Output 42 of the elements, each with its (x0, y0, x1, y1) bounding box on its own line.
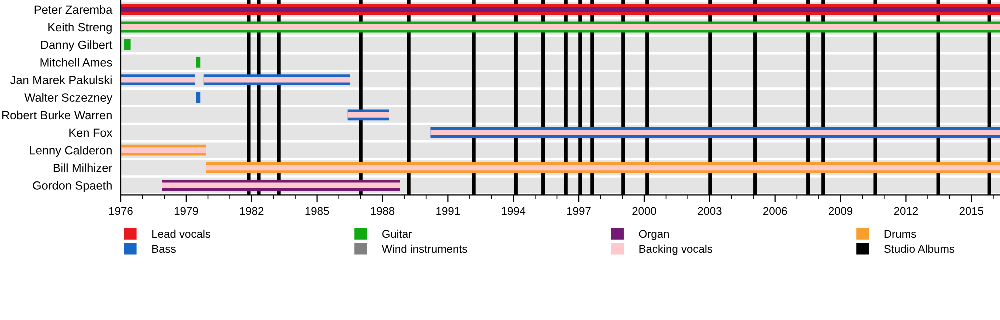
legend-label: Bass (152, 245, 176, 254)
x-tick-label: 2015 (960, 207, 984, 216)
legend-label: Organ (639, 230, 669, 240)
bar (162, 182, 400, 188)
bar (124, 39, 131, 50)
y-tick-label: Lenny Calderon (30, 146, 112, 158)
x-tick-label: 1979 (174, 207, 198, 216)
bar (121, 77, 196, 83)
legend-label: Lead vocals (152, 230, 211, 238)
x-tick-label: 1988 (371, 207, 395, 216)
y-tick-label: Jan Marek Pakulski (10, 76, 112, 84)
x-tick-label: 1997 (568, 207, 591, 216)
bar (121, 148, 206, 154)
y-tick-label: Mitchell Ames (40, 58, 112, 67)
x-tick-label: 2006 (764, 207, 788, 216)
legend-label: Drums (884, 230, 916, 238)
y-tick-label: Ken Fox (70, 128, 113, 138)
y-tick-label: Robert Burke Warren (2, 110, 112, 120)
y-tick-label: Gordon Spaeth (33, 181, 112, 192)
x-tick-label: 2003 (698, 207, 722, 216)
x-tick-label: 2012 (894, 207, 918, 216)
y-tick-label: Peter Zaremba (34, 5, 113, 14)
x-tick-label: 1991 (436, 207, 460, 216)
legend-label: Guitar (382, 230, 412, 238)
bar (204, 77, 350, 83)
x-tick-label: 1994 (502, 207, 526, 216)
y-tick-label: Walter Sczezney (24, 93, 113, 104)
bar (196, 92, 201, 104)
legend-label: Studio Albums (884, 244, 955, 254)
legend-label: Backing vocals (640, 244, 713, 256)
bar (430, 130, 1000, 136)
y-tick-label: Danny Gilbert (41, 40, 113, 52)
bar (348, 112, 390, 118)
legend-label: Wind instruments (382, 244, 468, 254)
x-tick-label: 1976 (109, 207, 133, 216)
bar (196, 56, 201, 68)
x-tick-label: 1985 (306, 207, 330, 216)
y-tick-label: Keith Streng (48, 22, 112, 34)
x-tick-label: 1982 (240, 207, 264, 216)
y-tick-label: Bill Milhizer (54, 164, 112, 172)
x-tick-label: 2009 (828, 207, 853, 216)
x-tick-label: 2000 (632, 207, 656, 216)
